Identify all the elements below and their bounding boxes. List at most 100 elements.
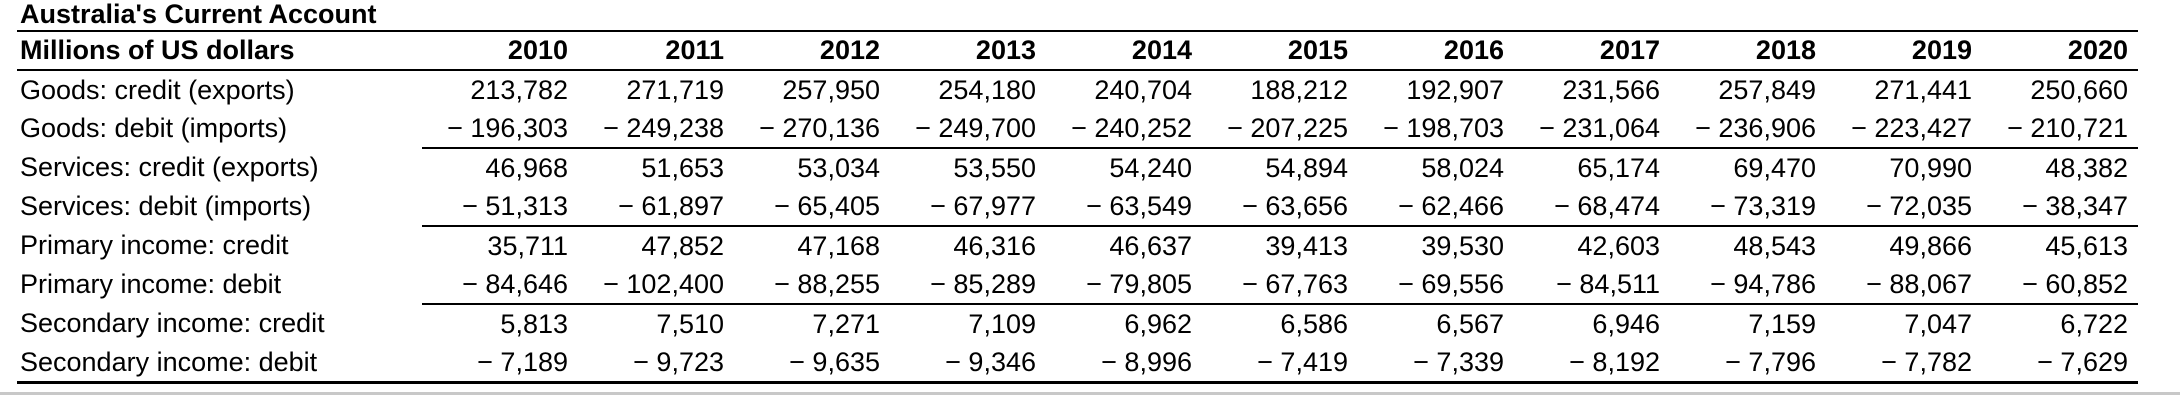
bottom-divider <box>0 392 2180 395</box>
year-header-2013: 2013 <box>890 32 1046 71</box>
value-cell: − 72,035 <box>1826 187 1982 227</box>
value-cell: − 88,067 <box>1826 265 1982 305</box>
value-cell: − 9,723 <box>578 343 734 384</box>
value-cell: 70,990 <box>1889 152 1972 183</box>
value-cell: 6,946 <box>1592 308 1660 339</box>
year-header-2015: 2015 <box>1202 32 1358 71</box>
value-cell: 7,159 <box>1748 308 1816 339</box>
value-cell: 35,711 <box>487 230 568 261</box>
value-cell: − 102,400 <box>578 265 734 305</box>
header-row: Millions of US dollars 2010 2011 2012 2013 2… <box>17 32 2138 71</box>
value-cell: − 9,635 <box>734 343 890 384</box>
value-cell: 6,586 <box>1280 308 1348 339</box>
value-cell: − 63,549 <box>1046 187 1202 227</box>
value-cell: − 84,511 <box>1514 265 1670 305</box>
value-cell: 250,660 <box>2030 74 2128 105</box>
row-label: Primary income: debit <box>20 269 282 299</box>
value-cell: − 231,064 <box>1514 109 1670 149</box>
year-header-2019: 2019 <box>1826 32 1982 71</box>
value-cell: 7,047 <box>1904 308 1972 339</box>
value-cell: − 7,629 <box>1982 343 2138 384</box>
unit-label-header: Millions of US dollars <box>17 32 422 71</box>
value-cell: − 94,786 <box>1670 265 1826 305</box>
value-cell: 231,566 <box>1562 74 1660 105</box>
table-row: Primary income: debit − 84,646− 102,400− … <box>17 265 2138 305</box>
value-cell: 47,168 <box>797 230 880 261</box>
value-cell: 69,470 <box>1733 152 1816 183</box>
value-cell: − 223,427 <box>1826 109 1982 149</box>
value-cell: − 9,346 <box>890 343 1046 384</box>
value-cell: 5,813 <box>500 308 568 339</box>
year-header-2014: 2014 <box>1046 32 1202 71</box>
value-cell: − 7,782 <box>1826 343 1982 384</box>
year-header-2016: 2016 <box>1358 32 1514 71</box>
year-header-2011: 2011 <box>578 32 734 71</box>
value-cell: − 79,805 <box>1046 265 1202 305</box>
value-cell: − 198,703 <box>1358 109 1514 149</box>
table-row: Primary income: credit 35,711 47,852 47,168… <box>17 226 2138 265</box>
year-header-2017: 2017 <box>1514 32 1670 71</box>
value-cell: − 240,252 <box>1046 109 1202 149</box>
row-label: Primary income: credit <box>20 230 289 260</box>
value-cell: − 65,405 <box>734 187 890 227</box>
value-cell: − 7,189 <box>422 343 578 384</box>
value-cell: 46,968 <box>485 152 568 183</box>
value-cell: − 270,136 <box>734 109 890 149</box>
value-cell: − 38,347 <box>1982 187 2138 227</box>
value-cell: − 7,796 <box>1670 343 1826 384</box>
value-cell: 271,719 <box>626 74 724 105</box>
value-cell: 54,240 <box>1109 152 1192 183</box>
value-cell: 49,866 <box>1889 230 1972 261</box>
value-cell: 42,603 <box>1577 230 1660 261</box>
value-cell: − 210,721 <box>1982 109 2138 149</box>
table-row: Goods: debit (imports) − 196,303− 249,238… <box>17 109 2138 149</box>
row-label: Services: credit (exports) <box>20 152 319 182</box>
row-label: Secondary income: credit <box>20 308 325 338</box>
table-row: Services: debit (imports) − 51,313− 61,89… <box>17 187 2138 227</box>
value-cell: 46,637 <box>1109 230 1192 261</box>
row-label: Services: debit (imports) <box>20 191 312 221</box>
value-cell: 6,567 <box>1436 308 1504 339</box>
value-cell: 46,316 <box>953 230 1036 261</box>
value-cell: − 249,238 <box>578 109 734 149</box>
value-cell: − 85,289 <box>890 265 1046 305</box>
value-cell: − 63,656 <box>1202 187 1358 227</box>
value-cell: 271,441 <box>1874 74 1972 105</box>
value-cell: 54,894 <box>1265 152 1348 183</box>
current-account-table: Millions of US dollars 2010 2011 2012 2013 2… <box>17 32 2138 384</box>
value-cell: − 236,906 <box>1670 109 1826 149</box>
year-header-2018: 2018 <box>1670 32 1826 71</box>
value-cell: 53,550 <box>953 152 1036 183</box>
value-cell: 192,907 <box>1406 74 1504 105</box>
table-row: Secondary income: credit 5,813 7,510 7,271 7… <box>17 304 2138 343</box>
value-cell: 257,950 <box>782 74 880 105</box>
value-cell: 6,962 <box>1124 308 1192 339</box>
value-cell: − 8,996 <box>1046 343 1202 384</box>
value-cell: − 8,192 <box>1514 343 1670 384</box>
value-cell: − 7,339 <box>1358 343 1514 384</box>
row-label: Goods: credit (exports) <box>20 74 295 105</box>
value-cell: − 88,255 <box>734 265 890 305</box>
table-row: Services: credit (exports) 46,968 51,653 53… <box>17 148 2138 187</box>
value-cell: − 61,897 <box>578 187 734 227</box>
value-cell: − 196,303 <box>422 109 578 149</box>
value-cell: − 207,225 <box>1202 109 1358 149</box>
value-cell: 188,212 <box>1250 74 1348 105</box>
table-row: Secondary income: debit − 7,189− 9,723− 9… <box>17 343 2138 384</box>
value-cell: 240,704 <box>1094 74 1192 105</box>
value-cell: − 51,313 <box>422 187 578 227</box>
value-cell: 257,849 <box>1718 74 1816 105</box>
value-cell: 45,613 <box>2045 230 2128 261</box>
value-cell: − 68,474 <box>1514 187 1670 227</box>
value-cell: − 7,419 <box>1202 343 1358 384</box>
value-cell: 65,174 <box>1577 152 1660 183</box>
year-header-2012: 2012 <box>734 32 890 71</box>
value-cell: 7,510 <box>656 308 724 339</box>
value-cell: 213,782 <box>470 74 568 105</box>
row-label: Goods: debit (imports) <box>20 113 288 143</box>
value-cell: 47,852 <box>641 230 724 261</box>
value-cell: 7,271 <box>812 308 880 339</box>
year-header-2020: 2020 <box>1982 32 2138 71</box>
value-cell: 48,543 <box>1733 230 1816 261</box>
